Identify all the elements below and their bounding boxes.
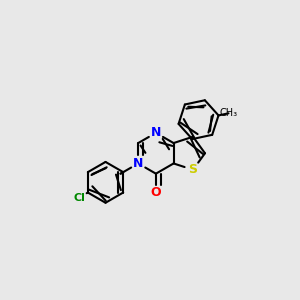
Text: N: N (133, 157, 143, 170)
Text: Cl: Cl (73, 193, 85, 202)
Text: O: O (151, 185, 161, 199)
Text: S: S (188, 163, 197, 176)
Text: CH₃: CH₃ (219, 108, 238, 118)
Text: N: N (151, 126, 161, 139)
